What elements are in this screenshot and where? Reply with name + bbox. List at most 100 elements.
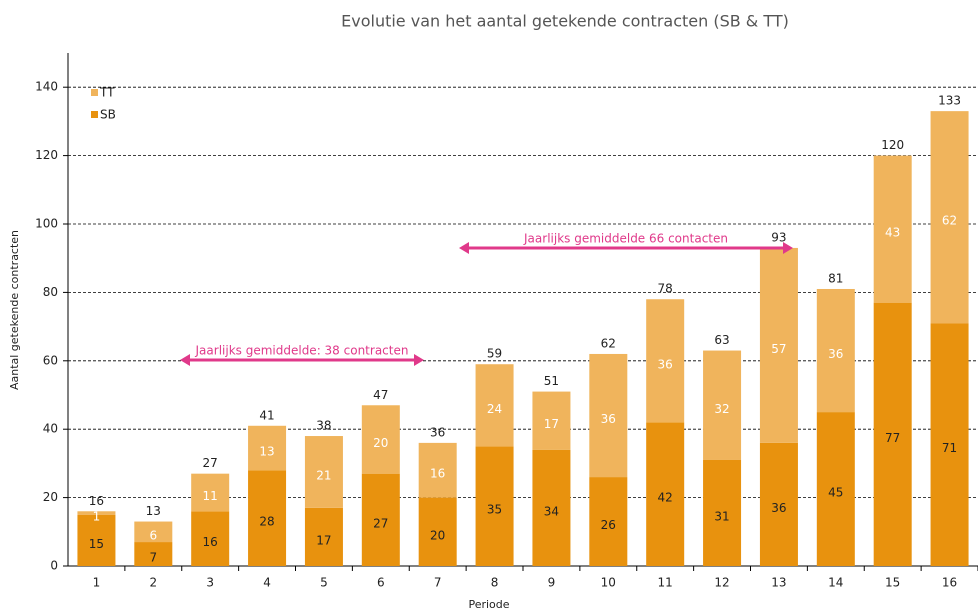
data-label: 71 <box>942 441 957 455</box>
bar-segment <box>703 459 742 566</box>
bar-segment <box>191 511 230 566</box>
bar-segment <box>873 302 912 566</box>
x-tick-label: 5 <box>320 576 328 590</box>
bar-segment <box>816 412 855 566</box>
total-label: 36 <box>430 425 445 439</box>
legend-label: SB <box>100 108 116 122</box>
total-label: 133 <box>938 94 961 108</box>
x-tick-label: 6 <box>377 576 385 590</box>
x-tick-label: 12 <box>714 576 729 590</box>
y-axis-label: Aantal getekende contracten <box>8 230 21 390</box>
bar-segment <box>248 425 287 471</box>
bar-segment <box>134 521 173 543</box>
bar-segment <box>816 288 855 413</box>
x-tick-label: 8 <box>491 576 499 590</box>
data-label: 36 <box>828 347 843 361</box>
data-label: 27 <box>373 516 388 530</box>
x-tick-label: 16 <box>942 576 957 590</box>
bar-segment <box>361 473 400 566</box>
data-label: 1 <box>93 509 101 523</box>
data-label: 57 <box>771 342 786 356</box>
bar-segment <box>77 514 116 566</box>
data-label: 32 <box>714 402 729 416</box>
x-tick-label: 15 <box>885 576 900 590</box>
data-label: 28 <box>259 515 274 529</box>
data-label: 16 <box>203 535 218 549</box>
bar-segment <box>589 353 628 478</box>
bar-segment <box>873 155 912 303</box>
chart-title: Evolutie van het aantal getekende contra… <box>341 12 789 31</box>
data-label: 26 <box>601 518 616 532</box>
bar-segment <box>475 364 514 447</box>
data-label: 11 <box>203 489 218 503</box>
arrow-head <box>783 242 793 254</box>
total-label: 81 <box>828 271 843 285</box>
data-label: 7 <box>149 551 157 565</box>
arrow-head <box>459 242 469 254</box>
data-label: 20 <box>430 528 445 542</box>
data-label: 17 <box>544 417 559 431</box>
x-tick-label: 1 <box>93 576 101 590</box>
data-label: 42 <box>658 491 673 505</box>
bar-segment <box>248 470 287 566</box>
data-label: 31 <box>714 509 729 523</box>
data-label: 17 <box>316 533 331 547</box>
y-tick-label: 0 <box>50 559 58 573</box>
bar-segment <box>191 473 230 512</box>
x-tick-label: 14 <box>828 576 843 590</box>
total-label: 38 <box>316 419 331 433</box>
bar-segment <box>589 477 628 566</box>
bar-segment <box>304 436 343 508</box>
x-axis-label: Periode <box>468 598 509 611</box>
data-label: 36 <box>771 501 786 515</box>
total-label: 47 <box>373 388 388 402</box>
bar-segment <box>304 507 343 566</box>
bar-segment <box>646 422 685 566</box>
total-label: 41 <box>259 408 274 422</box>
data-label: 45 <box>828 486 843 500</box>
total-label: 62 <box>601 336 616 350</box>
data-label: 15 <box>89 537 104 551</box>
data-label: 6 <box>149 528 157 542</box>
x-tick-label: 2 <box>149 576 157 590</box>
arrow-head <box>414 354 424 366</box>
x-tick-label: 7 <box>434 576 442 590</box>
y-tick-label: 40 <box>43 422 58 436</box>
x-tick-label: 13 <box>771 576 786 590</box>
bar-segment <box>532 391 571 450</box>
x-tick-label: 3 <box>206 576 214 590</box>
data-label: 34 <box>544 504 559 518</box>
data-label: 36 <box>601 412 616 426</box>
data-label: 24 <box>487 402 502 416</box>
bar-segment <box>418 497 457 566</box>
bar-segment <box>475 446 514 566</box>
bar-segment <box>418 442 457 498</box>
data-label: 43 <box>885 226 900 240</box>
y-tick-label: 140 <box>35 80 58 94</box>
annotation-text: Jaarlijks gemiddelde: 38 contracten <box>195 344 409 358</box>
total-label: 51 <box>544 374 559 388</box>
data-label: 77 <box>885 431 900 445</box>
legend-swatch <box>91 89 98 96</box>
x-tick-label: 9 <box>548 576 556 590</box>
arrow-head <box>180 354 190 366</box>
total-label: 59 <box>487 347 502 361</box>
bar-segment <box>759 442 798 566</box>
y-tick-label: 60 <box>43 353 58 367</box>
data-label: 16 <box>430 467 445 481</box>
bar-segment <box>361 405 400 474</box>
legend-swatch <box>91 111 98 118</box>
x-tick-label: 4 <box>263 576 271 590</box>
total-label: 13 <box>146 504 161 518</box>
bar-segment <box>703 350 742 460</box>
bar-segment <box>930 323 969 566</box>
y-tick-label: 100 <box>35 217 58 231</box>
annotation-text: Jaarlijks gemiddelde 66 contacten <box>523 232 728 246</box>
bar-segment <box>134 542 173 566</box>
data-label: 62 <box>942 214 957 228</box>
total-label: 63 <box>714 333 729 347</box>
legend-label: TT <box>99 86 115 100</box>
bar-segment <box>532 449 571 566</box>
y-tick-label: 120 <box>35 148 58 162</box>
